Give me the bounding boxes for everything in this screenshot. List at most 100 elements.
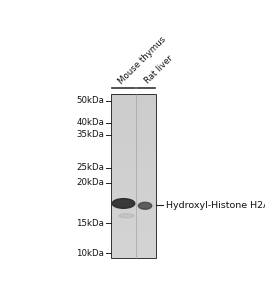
Bar <box>111 141 156 143</box>
Bar <box>111 143 156 144</box>
Bar <box>111 218 156 220</box>
Bar <box>111 195 156 196</box>
Bar <box>111 104 156 106</box>
Bar <box>111 94 156 95</box>
Bar <box>111 103 156 105</box>
Bar <box>111 167 156 169</box>
Bar <box>111 155 156 157</box>
Bar <box>111 237 156 238</box>
Bar <box>111 241 156 243</box>
Bar <box>111 171 156 173</box>
Bar <box>111 96 156 98</box>
Bar <box>111 234 156 236</box>
Bar <box>111 118 156 120</box>
Bar <box>111 128 156 129</box>
Bar <box>111 137 156 139</box>
Bar <box>111 187 156 188</box>
Bar <box>111 116 156 117</box>
Bar <box>111 177 156 178</box>
Bar <box>111 251 156 252</box>
Bar <box>111 136 156 137</box>
Bar <box>111 190 156 192</box>
Bar <box>111 193 156 195</box>
Bar <box>111 249 156 251</box>
Bar <box>111 121 156 122</box>
Bar <box>111 211 156 213</box>
Bar <box>111 129 156 131</box>
Bar <box>111 180 156 181</box>
Bar <box>111 122 156 124</box>
Text: 40kDa: 40kDa <box>76 118 104 127</box>
Bar <box>111 215 156 217</box>
Bar <box>111 119 156 121</box>
Bar <box>111 230 156 232</box>
Bar <box>111 173 156 174</box>
Ellipse shape <box>112 199 135 208</box>
Bar <box>111 160 156 162</box>
Bar <box>111 162 156 164</box>
Bar <box>111 204 156 206</box>
Bar <box>111 226 156 228</box>
Bar <box>111 100 156 102</box>
Text: 20kDa: 20kDa <box>76 178 104 187</box>
Bar <box>111 227 156 229</box>
Text: Hydroxyl-Histone H2A-Y39: Hydroxyl-Histone H2A-Y39 <box>166 201 265 210</box>
Bar <box>111 196 156 198</box>
Bar <box>111 256 156 258</box>
Bar <box>111 110 156 112</box>
Bar <box>111 159 156 161</box>
Bar <box>111 222 156 224</box>
Bar <box>111 200 156 202</box>
Text: 35kDa: 35kDa <box>76 130 104 140</box>
Bar <box>111 169 156 170</box>
Bar <box>111 202 156 203</box>
Bar <box>111 182 156 184</box>
Bar <box>111 184 156 185</box>
Ellipse shape <box>138 202 152 209</box>
Bar <box>111 247 156 248</box>
Bar <box>111 178 156 180</box>
Bar <box>111 144 156 146</box>
Bar <box>111 210 156 211</box>
Bar <box>111 208 156 210</box>
Bar <box>111 125 156 127</box>
Bar <box>111 214 156 215</box>
Bar <box>111 170 156 172</box>
Bar <box>111 212 156 214</box>
Bar <box>111 117 156 118</box>
Bar <box>111 217 156 218</box>
Ellipse shape <box>119 214 134 218</box>
Bar <box>111 152 156 154</box>
Bar <box>111 248 156 250</box>
Bar <box>111 107 156 109</box>
Bar <box>111 174 156 176</box>
Bar <box>111 236 156 237</box>
Bar <box>111 238 156 240</box>
Bar <box>111 114 156 116</box>
Bar <box>111 225 156 226</box>
Bar <box>111 158 156 159</box>
Bar <box>111 189 156 191</box>
Bar <box>111 126 156 128</box>
Bar <box>111 199 156 200</box>
Bar <box>111 148 156 150</box>
Bar <box>111 206 156 207</box>
Text: 25kDa: 25kDa <box>76 163 104 172</box>
Text: 10kDa: 10kDa <box>76 249 104 258</box>
Text: Mouse thymus: Mouse thymus <box>117 34 168 86</box>
Bar <box>111 109 156 110</box>
Text: Rat liver: Rat liver <box>143 54 175 86</box>
Bar <box>111 156 156 158</box>
Bar <box>111 192 156 194</box>
Bar <box>111 181 156 183</box>
Bar <box>111 146 156 147</box>
Bar <box>111 219 156 221</box>
Bar <box>111 133 156 135</box>
Bar <box>111 163 156 165</box>
Text: 50kDa: 50kDa <box>76 96 104 105</box>
Bar <box>111 233 156 235</box>
Bar <box>111 165 156 166</box>
Bar <box>111 252 156 254</box>
Bar <box>111 111 156 113</box>
Bar <box>111 147 156 148</box>
